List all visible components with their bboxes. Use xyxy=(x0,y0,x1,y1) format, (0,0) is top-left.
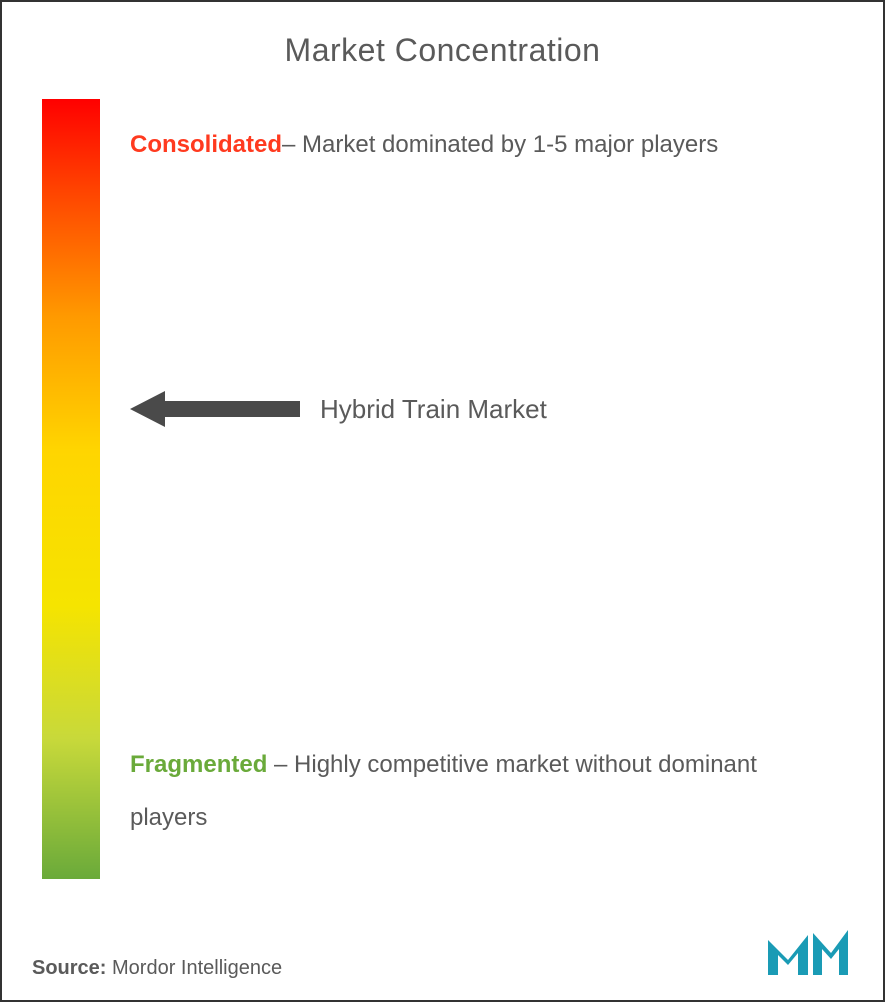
source-value: Mordor Intelligence xyxy=(106,957,282,979)
arrow-icon xyxy=(130,389,300,429)
concentration-gradient-bar xyxy=(42,99,100,879)
footer-row: Source: Mordor Intelligence xyxy=(32,925,853,980)
consolidated-label: Consolidated– Market dominated by 1-5 ma… xyxy=(130,119,833,172)
marker-row: Hybrid Train Market xyxy=(130,389,833,429)
infographic-frame: Market Concentration Consolidated– Marke… xyxy=(0,0,885,1002)
content-row: Consolidated– Market dominated by 1-5 ma… xyxy=(32,99,853,889)
consolidated-text: – Market dominated by 1-5 major players xyxy=(282,131,718,158)
chart-title: Market Concentration xyxy=(32,32,853,69)
labels-column: Consolidated– Market dominated by 1-5 ma… xyxy=(130,99,853,879)
source-attribution: Source: Mordor Intelligence xyxy=(32,957,282,980)
consolidated-highlight: Consolidated xyxy=(130,131,282,158)
fragmented-label: Fragmented – Highly competitive market w… xyxy=(130,739,833,845)
market-name-label: Hybrid Train Market xyxy=(320,394,547,425)
mordor-logo-icon xyxy=(763,925,853,980)
source-label: Source: xyxy=(32,957,106,979)
fragmented-highlight: Fragmented xyxy=(130,751,267,778)
